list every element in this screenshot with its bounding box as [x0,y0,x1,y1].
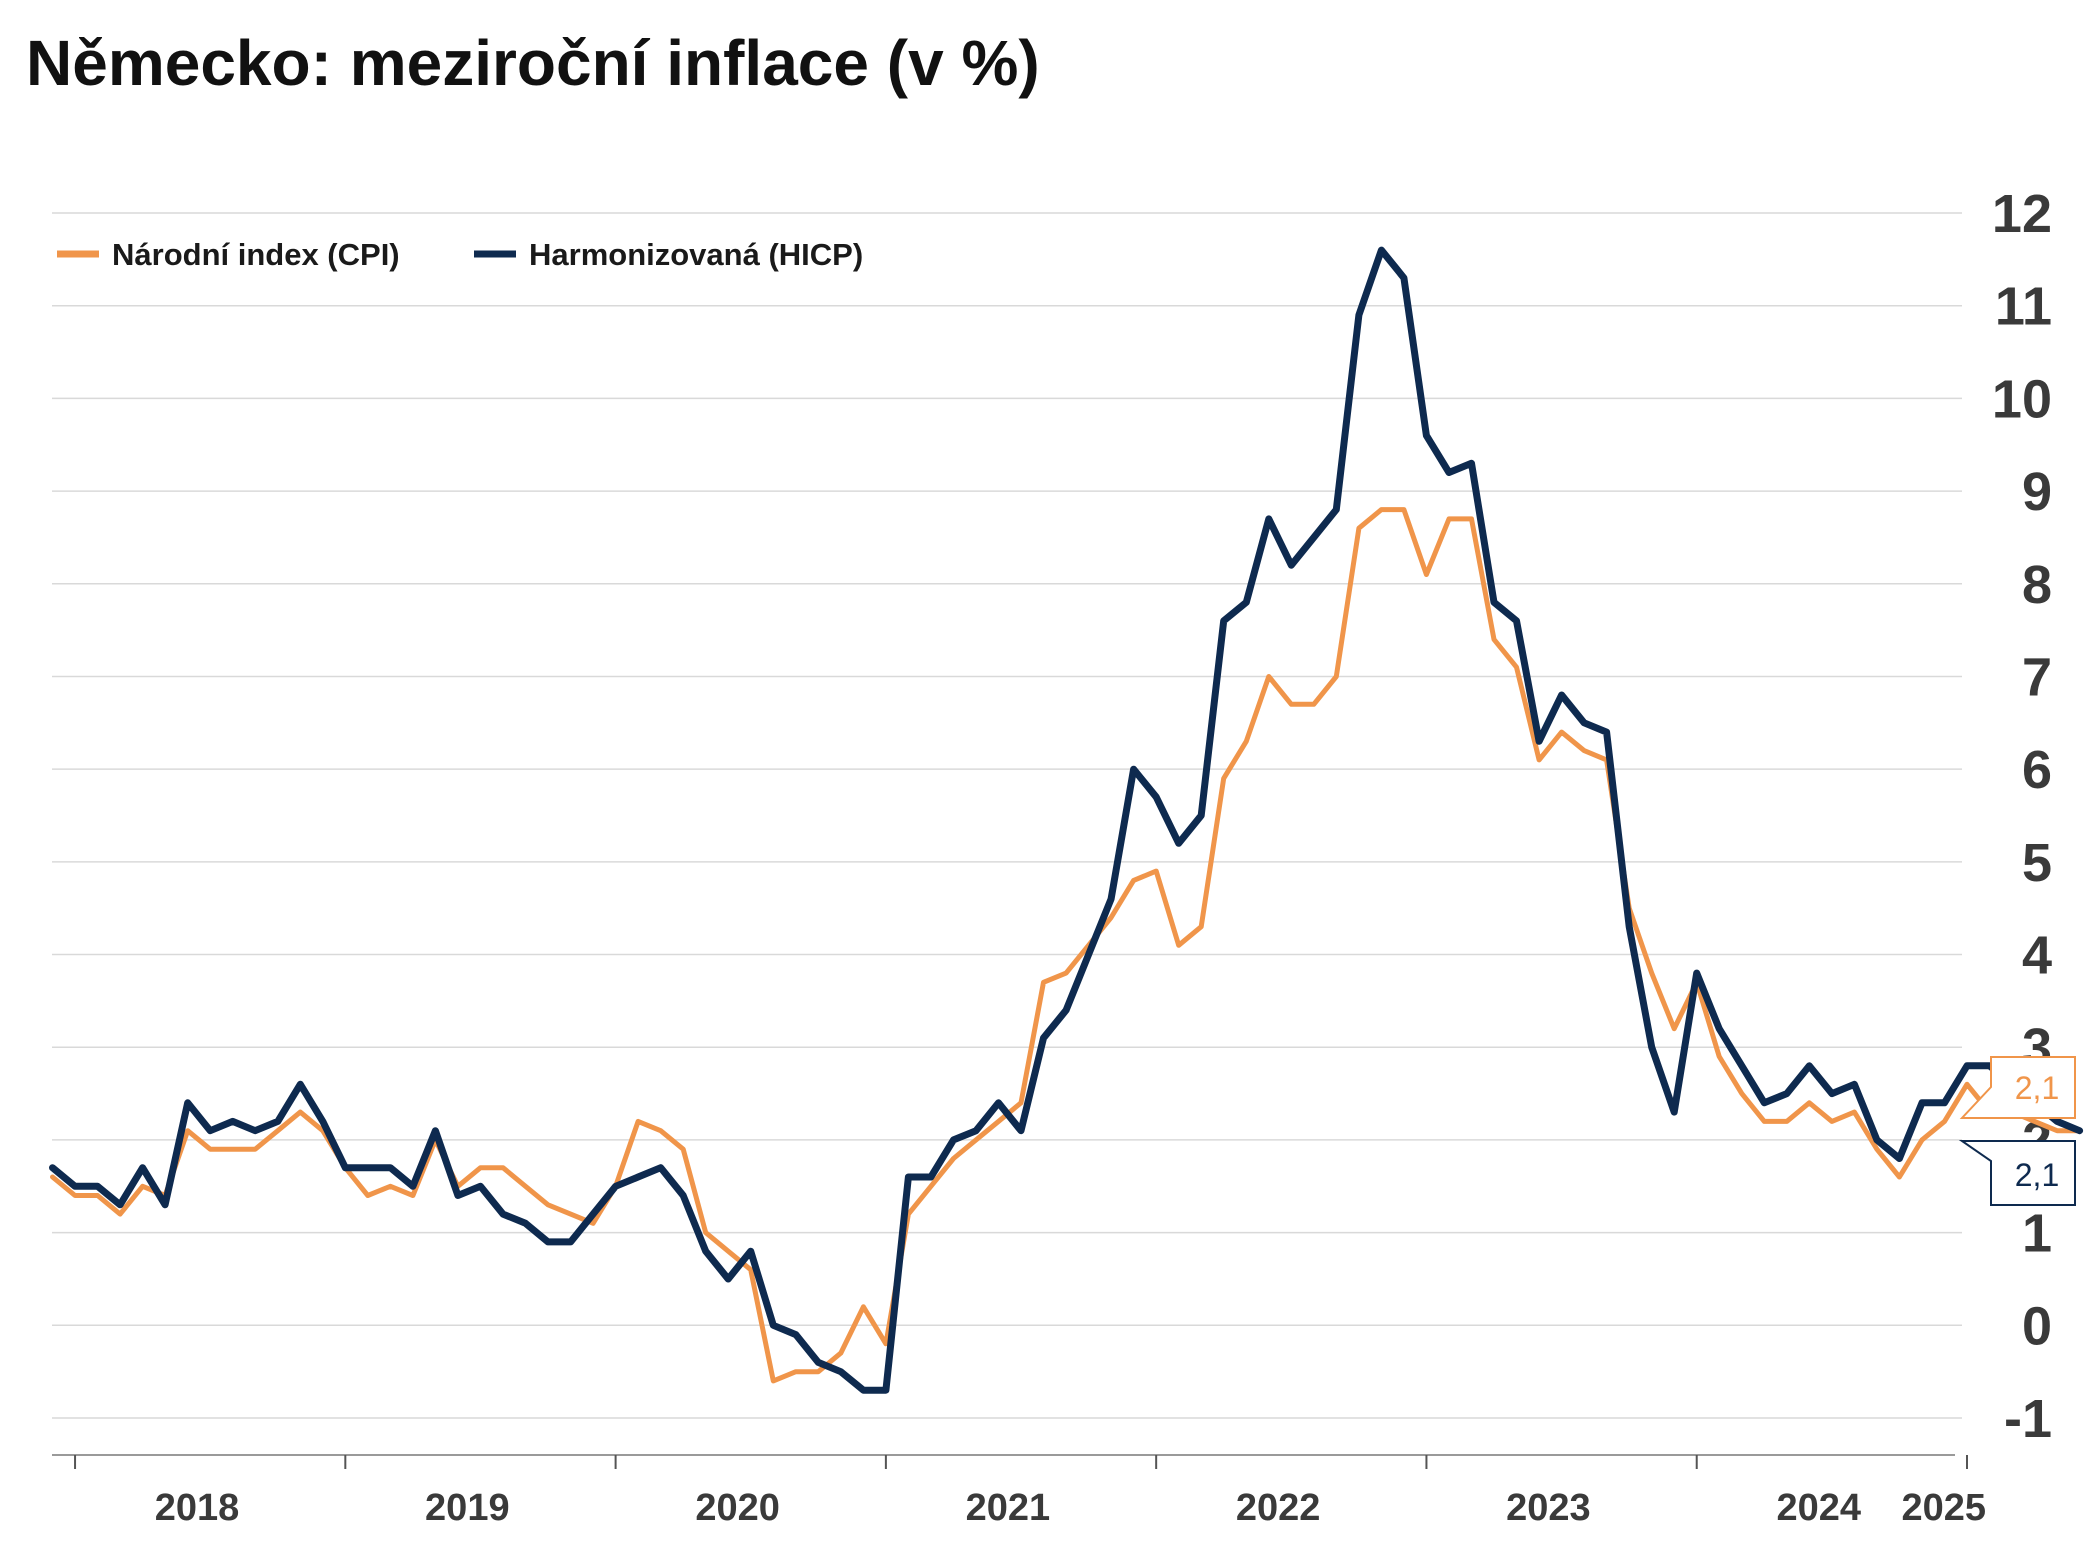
legend-label-cpi: Národní index (CPI) [112,237,400,272]
y-tick-label: 9 [2022,462,2052,522]
y-tick-label: 1 [2022,1204,2052,1264]
series-lines [49,246,2084,1394]
x-tick-label: 2022 [1236,1487,1321,1529]
x-tick-label: 2019 [425,1487,510,1529]
y-tick-label: 10 [1992,369,2052,429]
x-axis [52,1454,1968,1469]
x-tick-label: 2021 [966,1487,1051,1529]
y-tick-label: 8 [2022,555,2052,615]
x-tick-label: 2018 [155,1487,240,1529]
y-tick-label: 0 [2022,1296,2052,1356]
last-value-box-cpi [1959,1056,2076,1119]
last-value-label-cpi: 2,1 [2015,1070,2059,1106]
x-tick-label: 2025 [1901,1487,1986,1529]
chart-title: Německo: meziroční inflace (v %) [26,27,1040,99]
y-tick-label: 7 [2022,647,2052,707]
y-tick-label: -1 [2004,1389,2052,1449]
last-value-box-hicp [1958,1140,2076,1206]
y-tick-label: 5 [2022,833,2052,893]
y-tick-label: 11 [1995,277,2052,337]
y-axis-tick-labels: -10123456789101112 [1992,184,2052,1449]
legend-label-hicp: Harmonizovaná (HICP) [529,237,863,272]
y-tick-label: 6 [2022,740,2052,800]
grid-lines [52,212,1962,1419]
x-axis-tick-labels: 2018 2019 2020 2021 2022 2023 2024 2025 [155,1487,1986,1529]
y-tick-label: 4 [2022,926,2052,986]
last-value-label-hicp: 2,1 [2015,1157,2059,1193]
x-tick-label: 2023 [1506,1487,1591,1529]
last-value-labels: 2,1 2,1 [1958,1056,2076,1206]
legend: Národní index (CPI) Harmonizovaná (HICP) [57,237,863,272]
series-line-hicp [49,246,2084,1394]
x-tick-label: 2020 [695,1487,780,1529]
y-tick-label: 12 [1992,184,2052,244]
x-tick-label: 2024 [1776,1487,1861,1529]
series-line-cpi [50,507,2083,1384]
